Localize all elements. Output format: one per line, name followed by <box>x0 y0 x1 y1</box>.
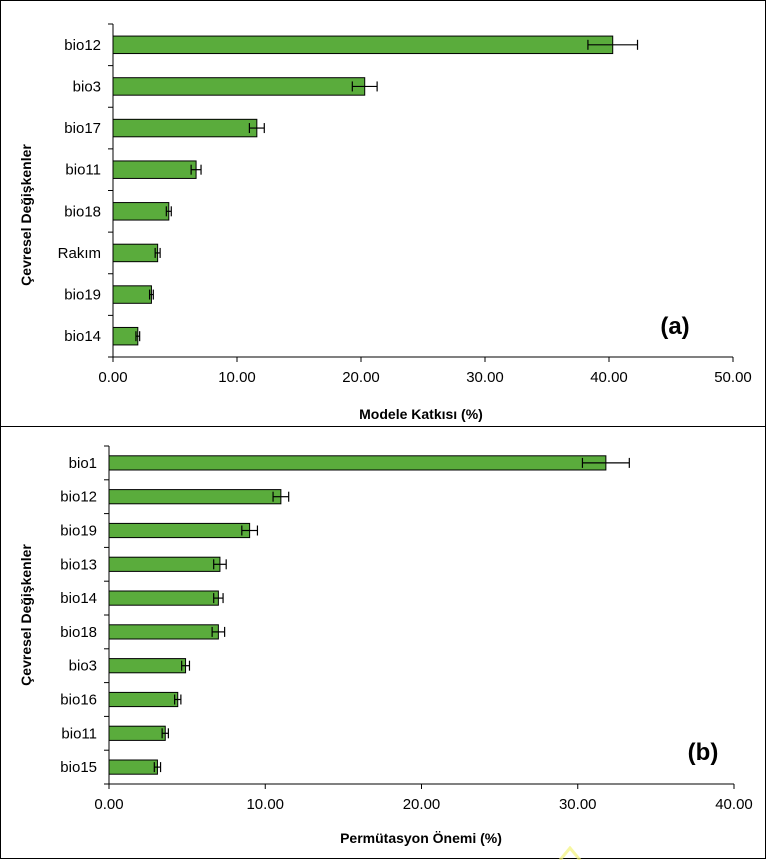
a-error-bar-2 <box>248 123 265 134</box>
b-bar-6 <box>108 658 187 674</box>
a-error-bar-7 <box>135 331 141 342</box>
b-bar-3 <box>108 556 221 572</box>
b-category-label: bio12 <box>60 489 97 506</box>
b-category-label: bio15 <box>60 759 97 776</box>
b-category-label: bio11 <box>61 725 97 742</box>
chart-panel-b: bio1 bio12 bio19 bio13 bio14 bio18 bio3 bio16 bi… <box>0 426 766 859</box>
a-bar-4 <box>112 202 170 221</box>
b-error-bar-4 <box>213 593 224 604</box>
b-category-label: bio18 <box>60 624 97 641</box>
chart-b-axes: bio1 bio12 bio19 bio13 bio14 bio18 bio3 bio16 bi… <box>60 445 753 813</box>
a-error-bar-0 <box>587 39 639 50</box>
a-category-label: bio3 <box>73 78 101 95</box>
decorative-glow <box>558 846 582 860</box>
a-bar-7 <box>112 326 139 346</box>
a-x-tick-label: 0.00 <box>98 369 127 386</box>
b-x-tick-label: 30.00 <box>559 796 597 813</box>
a-category-label: bio17 <box>64 120 101 137</box>
b-error-bar-1 <box>272 491 290 502</box>
b-x-tick-label: 0.00 <box>94 796 123 813</box>
chart-a-ylabel: Çevresel Değişkenler <box>18 144 34 286</box>
a-category-label: bio12 <box>64 37 101 54</box>
a-bar-1 <box>112 77 366 96</box>
b-bar-5 <box>108 624 219 640</box>
a-x-tick-label: 50.00 <box>714 369 752 386</box>
b-error-bar-5 <box>211 626 226 637</box>
b-error-bar-0 <box>581 457 630 468</box>
b-bar-8 <box>108 725 166 741</box>
a-category-label: bio14 <box>64 328 101 345</box>
b-error-bar-9 <box>153 762 162 773</box>
chart-b-bars <box>108 455 630 775</box>
b-error-bar-3 <box>213 559 227 570</box>
chart-a-svg: bio12 bio3 bio17 bio11 bio18 Rakım bio19 bio14 0… <box>18 23 752 422</box>
a-category-label: Rakım <box>58 245 101 262</box>
a-error-bar-5 <box>154 247 161 258</box>
chart-panel-a: bio12 bio3 bio17 bio11 bio18 Rakım bio19 bio14 0… <box>0 0 766 428</box>
b-x-tick-label: 10.00 <box>246 796 284 813</box>
chart-a-axes: bio12 bio3 bio17 bio11 bio18 Rakım bio19 bio14 0… <box>58 23 752 386</box>
a-bar-5 <box>112 243 159 263</box>
b-bar-0 <box>108 455 607 471</box>
a-bar-2 <box>112 118 258 138</box>
a-x-tick-label: 40.00 <box>590 369 628 386</box>
chart-a-xlabel: Modele Katkısı (%) <box>359 406 483 422</box>
a-category-label: bio11 <box>65 162 101 179</box>
b-category-label: bio14 <box>60 590 97 607</box>
a-bar-0 <box>112 35 614 55</box>
b-error-bar-7 <box>174 694 182 705</box>
chart-a-bars <box>112 35 639 346</box>
a-category-label: bio18 <box>64 203 101 220</box>
a-error-bar-4 <box>165 206 172 217</box>
a-x-tick-label: 20.00 <box>342 369 380 386</box>
b-category-label: bio3 <box>69 658 97 675</box>
a-x-tick-label: 30.00 <box>466 369 504 386</box>
b-error-bar-2 <box>241 525 259 536</box>
b-bar-1 <box>108 489 282 505</box>
b-category-label: bio1 <box>69 455 97 472</box>
chart-b-svg: bio1 bio12 bio19 bio13 bio14 bio18 bio3 bio16 bi… <box>18 445 753 846</box>
b-x-tick-label: 20.00 <box>403 796 441 813</box>
b-error-bar-6 <box>181 660 191 671</box>
chart-b-panel-label: (b) <box>688 739 719 766</box>
a-error-bar-3 <box>190 164 202 175</box>
a-error-bar-1 <box>351 81 378 92</box>
chart-b-xlabel: Permütasyon Önemi (%) <box>340 830 502 846</box>
a-bar-6 <box>112 285 152 304</box>
b-category-label: bio19 <box>60 523 97 540</box>
b-bar-9 <box>108 759 158 775</box>
chart-b-ylabel: Çevresel Değişkenler <box>18 544 34 686</box>
b-error-bar-8 <box>161 728 169 739</box>
a-x-tick-label: 10.00 <box>218 369 256 386</box>
b-bar-2 <box>108 522 251 539</box>
a-category-label: bio19 <box>64 287 101 304</box>
b-category-label: bio13 <box>60 556 97 573</box>
b-category-label: bio16 <box>60 692 97 709</box>
b-bar-7 <box>108 691 179 708</box>
b-bar-4 <box>108 590 219 606</box>
b-x-tick-label: 40.00 <box>715 796 753 813</box>
chart-a-panel-label: (a) <box>660 313 689 340</box>
a-error-bar-6 <box>148 289 154 300</box>
a-bar-3 <box>112 160 197 179</box>
